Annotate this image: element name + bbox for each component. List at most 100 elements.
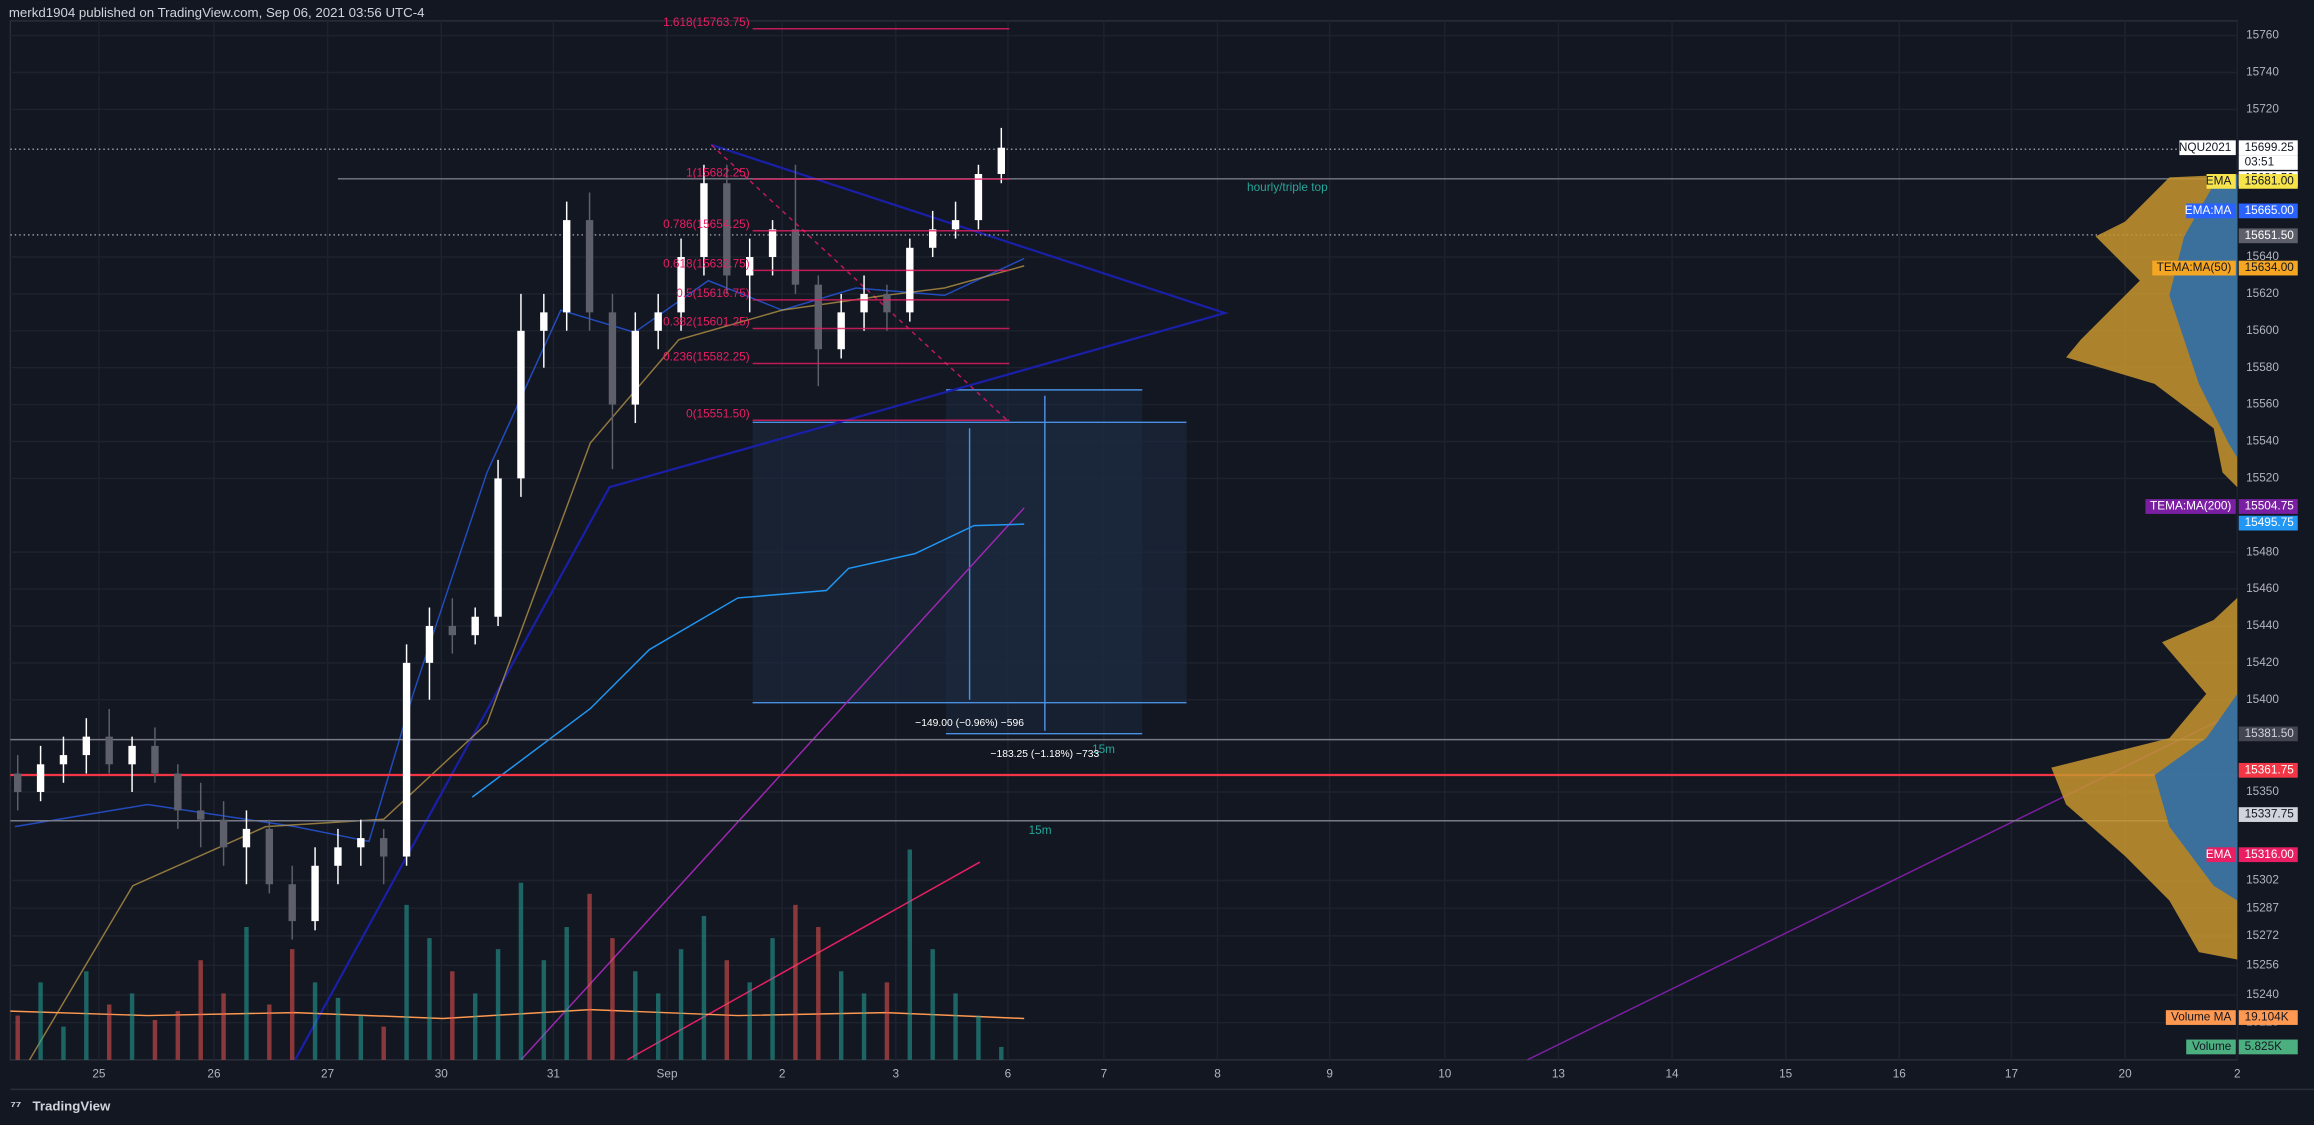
candles xyxy=(14,127,1005,940)
volume-bar xyxy=(289,949,295,1060)
price-tag xyxy=(2238,260,2298,276)
price-tag xyxy=(2238,1039,2298,1055)
volume-bar xyxy=(999,1046,1004,1060)
price-tag-label: 15495.75 xyxy=(2245,515,2295,529)
trend-line xyxy=(294,143,1229,1061)
volume-bar xyxy=(450,971,455,1060)
volume-bar xyxy=(724,960,730,1060)
volume-bar xyxy=(267,1004,272,1060)
volume-bar xyxy=(838,971,844,1060)
candle-body xyxy=(219,819,228,848)
y-tick-label: 15560 xyxy=(2246,397,2279,411)
candle-body xyxy=(860,293,868,313)
candle-body xyxy=(265,828,274,885)
price-tag-label: 15634.00 xyxy=(2245,260,2295,274)
x-tick-label: 31 xyxy=(547,1067,560,1081)
candle-body xyxy=(425,625,434,663)
y-tick-label: 15420 xyxy=(2246,655,2279,669)
candle-body xyxy=(951,220,960,230)
tag-name: TEMA:MA(50) xyxy=(2157,260,2232,274)
y-tick-label: 15350 xyxy=(2246,784,2279,798)
x-tick-label: 14 xyxy=(1665,1067,1679,1081)
logo: ⁷⁷ xyxy=(10,1099,21,1114)
candle-body xyxy=(197,810,205,820)
y-tick-label: 15720 xyxy=(2246,102,2279,116)
tag-name: Volume MA xyxy=(2171,1010,2231,1024)
candle-body xyxy=(380,838,388,857)
volume-bar xyxy=(335,997,341,1060)
fib-label: 0.382(15601.25) xyxy=(663,315,750,329)
tag-name-box xyxy=(2206,174,2236,189)
tag-name: EMA xyxy=(2206,847,2232,861)
volume-bar xyxy=(495,949,501,1060)
price-tag-label: 15504.75 xyxy=(2245,499,2295,513)
x-tick-label: 16 xyxy=(1893,1067,1907,1081)
x-tick-label: 9 xyxy=(1326,1067,1333,1081)
measure-label: −183.25 (−1.18%) −733 xyxy=(990,749,1099,760)
tag-name-box xyxy=(2186,1039,2236,1055)
candle-body xyxy=(128,745,136,765)
x-tick-label: 25 xyxy=(92,1067,106,1081)
volume-bar xyxy=(518,882,524,1060)
volume-bar xyxy=(244,927,249,1060)
candle-body xyxy=(906,247,914,313)
candle-body xyxy=(791,229,800,285)
tag-name-box xyxy=(2145,499,2236,514)
volume-bar xyxy=(61,1026,66,1060)
candle-body xyxy=(288,884,296,922)
x-tick-label: 2 xyxy=(779,1067,786,1081)
volume-bar xyxy=(38,982,43,1060)
candle-body xyxy=(723,183,731,276)
candle-body xyxy=(608,312,617,405)
price-tag xyxy=(2238,807,2298,822)
volume-bar xyxy=(633,971,638,1060)
volume-bar xyxy=(175,1011,181,1060)
volume-bar xyxy=(15,1015,20,1060)
tag-name: TEMA:MA(200) xyxy=(2150,499,2231,513)
candle-body xyxy=(357,838,365,848)
price-tag xyxy=(2238,762,2298,778)
volume-bar xyxy=(976,1015,981,1060)
volume-bar xyxy=(358,1015,364,1060)
candle-body xyxy=(311,865,319,922)
candle-body xyxy=(997,147,1005,175)
candle-body xyxy=(242,828,251,848)
tag-name-box xyxy=(2152,260,2236,276)
x-tick-label: 17 xyxy=(2005,1067,2018,1081)
candle-body xyxy=(677,257,685,313)
candle-body xyxy=(471,616,479,636)
y-tick-label: 15480 xyxy=(2246,544,2279,558)
fib-label: 0.236(15582.25) xyxy=(663,350,750,364)
candle-body xyxy=(82,736,91,756)
volume-bar xyxy=(747,982,752,1060)
x-tick-label: 3 xyxy=(893,1067,900,1081)
x-tick-label: 2 xyxy=(2234,1067,2241,1081)
price-tag-label: 15699.25 xyxy=(2245,140,2295,154)
price-tag-label: 15651.50 xyxy=(2245,228,2295,242)
volume-bar xyxy=(152,1019,158,1060)
volume-bar xyxy=(678,949,684,1060)
volume-bar xyxy=(587,893,592,1060)
candle-body xyxy=(174,773,182,811)
candle-body xyxy=(402,662,411,857)
candle-body xyxy=(563,220,571,313)
price-tag xyxy=(2238,1010,2298,1025)
fib-label: 0(15551.50) xyxy=(686,406,750,420)
candle-body xyxy=(59,755,68,765)
candle-body xyxy=(837,312,845,350)
tag-name: EMA:MA xyxy=(2185,203,2232,217)
volume-bar xyxy=(312,982,318,1060)
candle-body xyxy=(585,220,594,313)
x-tick-label: 7 xyxy=(1101,1067,1108,1081)
volume-bar xyxy=(198,960,203,1060)
price-tag-label: 15681.00 xyxy=(2245,173,2295,187)
tag-name-box xyxy=(2206,847,2236,863)
y-tick-label: 15740 xyxy=(2246,65,2279,79)
annotation: hourly/triple top xyxy=(1247,180,1328,194)
time-axis: 25 26 27 30 31 Sep 2 3 6 7 8 9 10 13 14 15 16 17 20 2 xyxy=(92,1067,2240,1081)
y-tick-label: 15400 xyxy=(2246,692,2279,706)
tag-name-box xyxy=(2186,203,2236,219)
price-tag-label: 15665.00 xyxy=(2245,203,2295,217)
tag-name: Volume xyxy=(2192,1039,2232,1053)
